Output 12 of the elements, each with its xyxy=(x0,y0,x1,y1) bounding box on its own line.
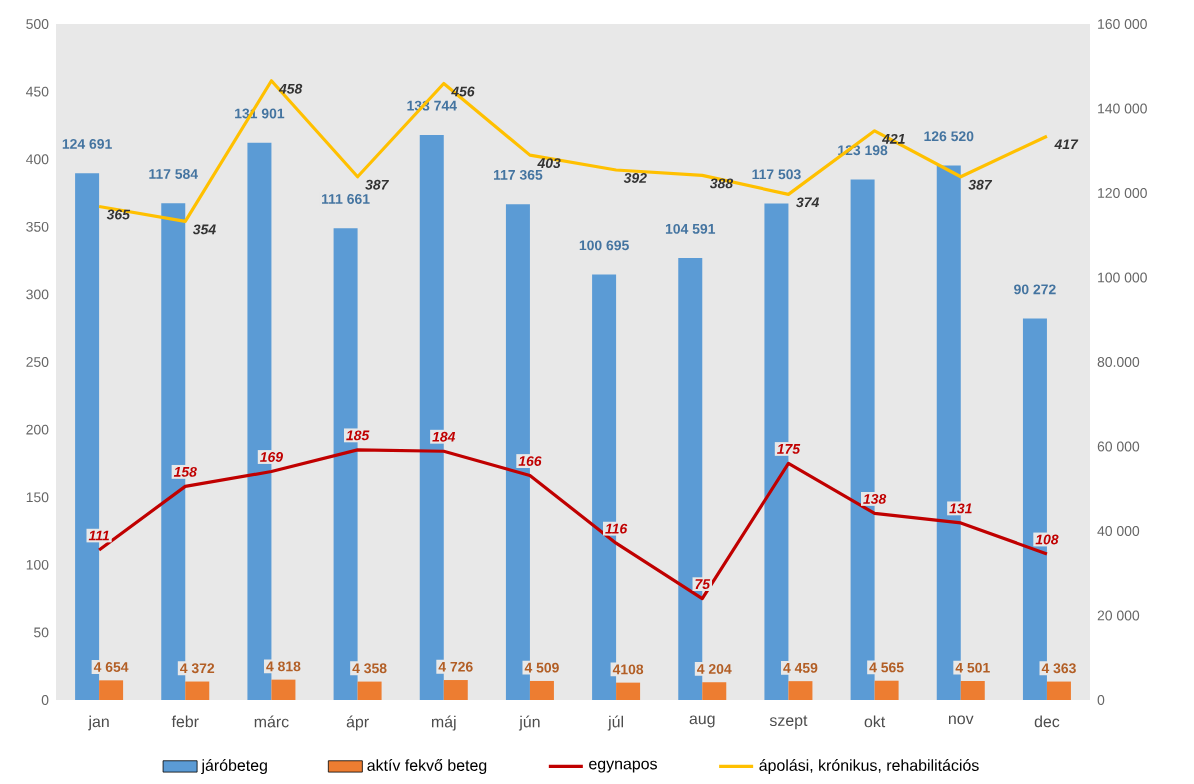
bar xyxy=(788,681,813,700)
bar xyxy=(185,681,210,700)
bar xyxy=(616,682,641,700)
bar xyxy=(271,679,296,700)
bar xyxy=(529,680,554,700)
bar xyxy=(702,682,727,700)
bar xyxy=(99,680,124,700)
bar xyxy=(443,680,468,700)
bar xyxy=(357,681,382,700)
bar xyxy=(1046,681,1071,700)
bar xyxy=(874,680,899,700)
bar xyxy=(960,680,985,700)
